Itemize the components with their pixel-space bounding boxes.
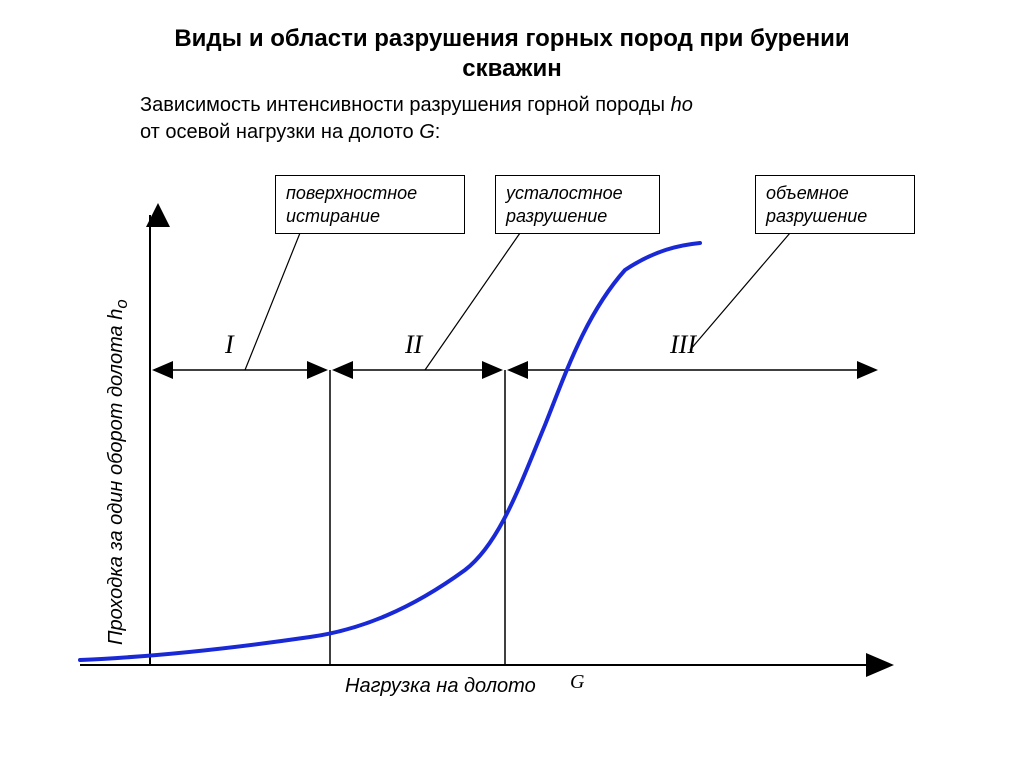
x-axis-label: Нагрузка на долото xyxy=(345,675,536,698)
subtitle-mid: от осевой нагрузки на долото xyxy=(140,121,419,143)
callout-2-line-2: разрушение xyxy=(506,206,607,226)
callout-leader-1 xyxy=(245,233,300,370)
page-subtitle: Зависимость интенсивности разрушения гор… xyxy=(140,92,900,146)
callout-2-line-1: усталостное xyxy=(506,183,623,203)
subtitle-g: G xyxy=(419,121,435,143)
callout-3-line-2: разрушение xyxy=(766,206,867,226)
callout-3-line-1: объемное xyxy=(766,183,849,203)
callout-box-2: усталостное разрушение xyxy=(495,175,660,234)
x-axis-g: G xyxy=(570,671,584,694)
region-label-1: I xyxy=(225,330,234,360)
y-axis-label: Проходка за один оборот долота hо xyxy=(105,299,132,645)
y-axis-label-ho: h xyxy=(105,309,127,320)
callout-1-line-1: поверхностное xyxy=(286,183,417,203)
callout-leader-3 xyxy=(690,233,790,350)
page-title: Виды и области разрушения горных пород п… xyxy=(0,24,1024,84)
page-root: Виды и области разрушения горных пород п… xyxy=(0,0,1024,767)
y-axis-label-ho-sub: о xyxy=(112,299,131,308)
callout-1-line-2: истирание xyxy=(286,206,380,226)
chart-area: поверхностное истирание усталостное разр… xyxy=(0,155,1024,755)
region-label-2: II xyxy=(405,330,422,360)
chart-svg xyxy=(0,155,1024,755)
subtitle-ho: hо xyxy=(671,94,693,116)
y-axis-label-text: Проходка за один оборот долота xyxy=(105,320,127,645)
subtitle-suffix: : xyxy=(435,121,441,143)
callout-leader-2 xyxy=(425,233,520,370)
callout-box-3: объемное разрушение xyxy=(755,175,915,234)
subtitle-prefix: Зависимость интенсивности разрушения гор… xyxy=(140,94,671,116)
title-line-2: скважин xyxy=(462,55,561,82)
callout-box-1: поверхностное истирание xyxy=(275,175,465,234)
region-label-3: III xyxy=(670,330,696,360)
title-line-1: Виды и области разрушения горных пород п… xyxy=(174,25,849,52)
intensity-curve xyxy=(80,243,700,660)
